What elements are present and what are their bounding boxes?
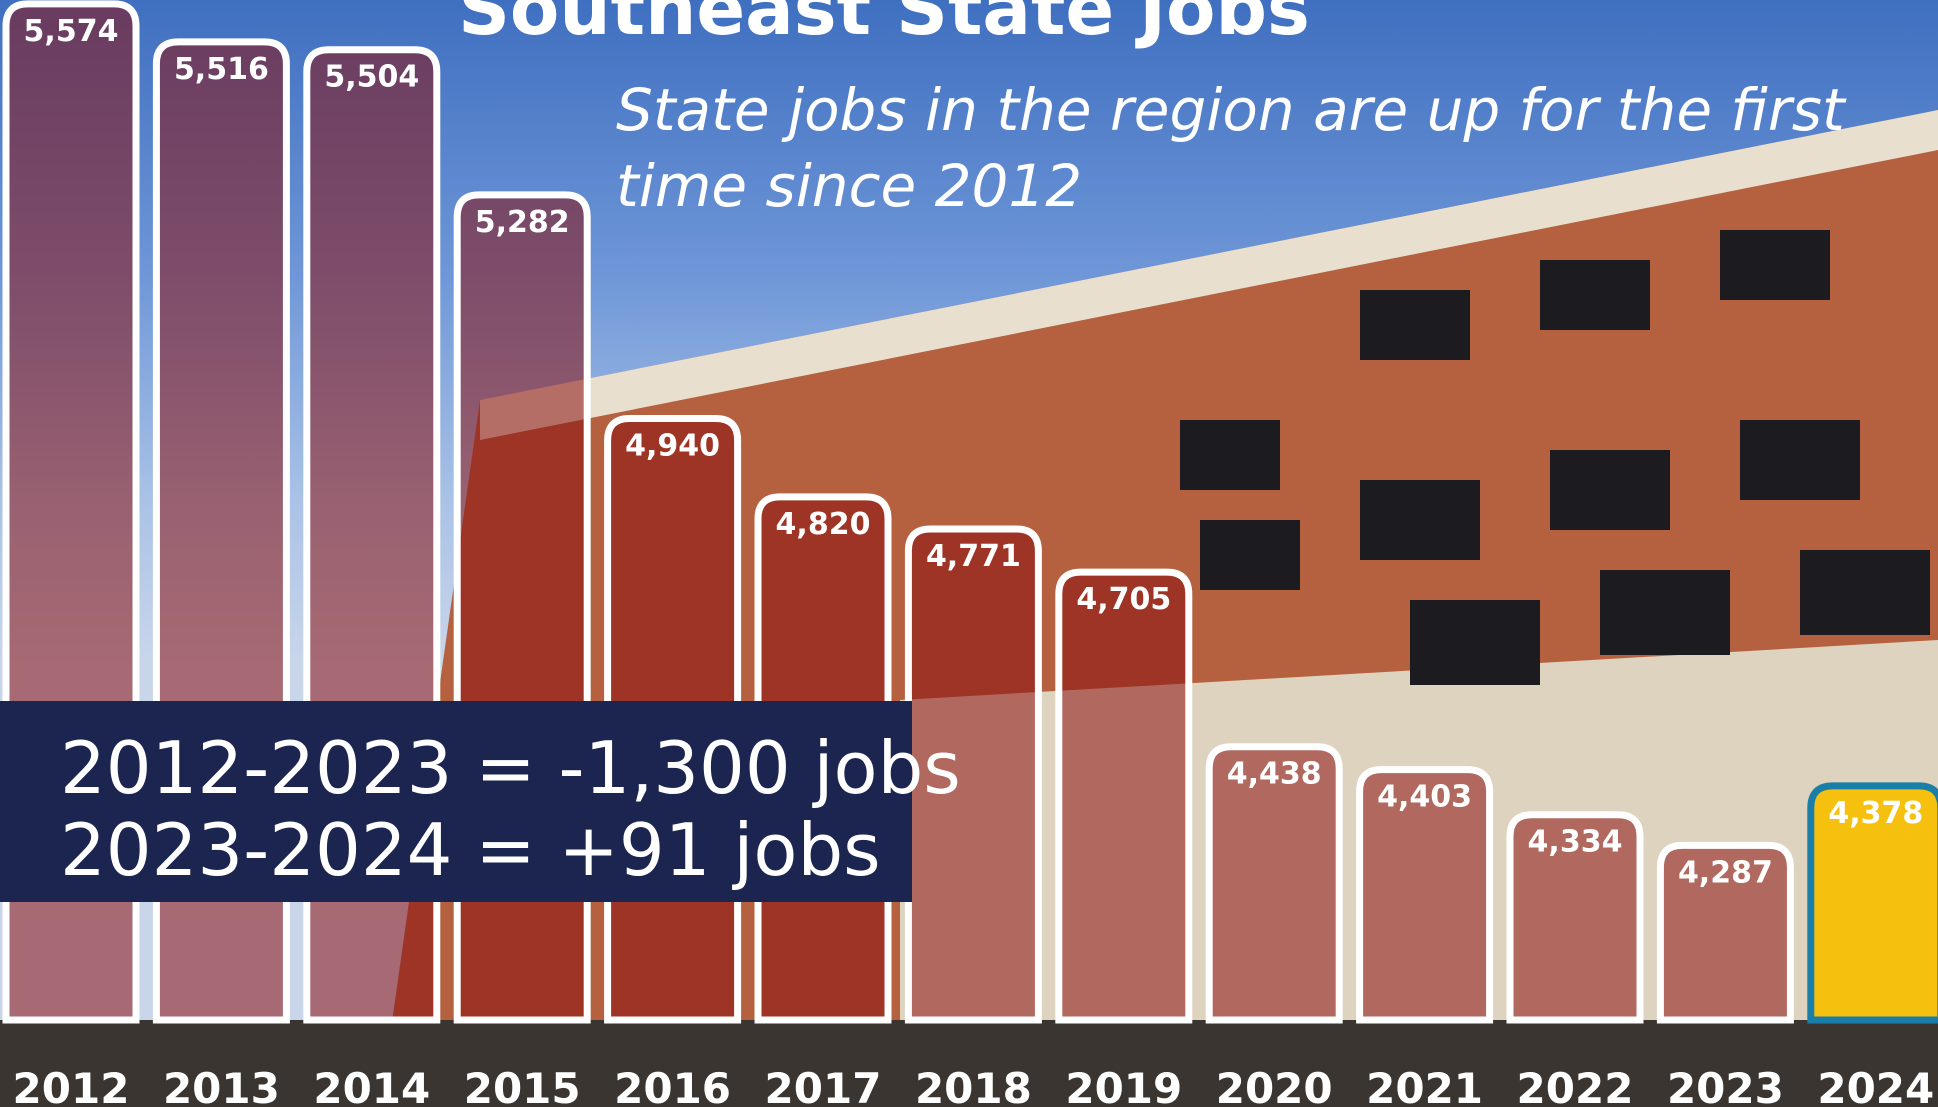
value-label: 4,940 bbox=[625, 428, 720, 463]
bar bbox=[1656, 841, 1794, 1024]
x-tick-label: 2019 bbox=[1065, 1064, 1182, 1107]
x-tick-label: 2013 bbox=[163, 1064, 280, 1107]
value-label: 4,771 bbox=[926, 539, 1021, 574]
windows bbox=[1180, 230, 1930, 685]
x-tick-label: 2012 bbox=[13, 1064, 130, 1107]
value-label: 5,504 bbox=[324, 60, 419, 95]
x-tick-label: 2021 bbox=[1366, 1064, 1483, 1107]
chart-title: Southeast State Jobs bbox=[458, 0, 1310, 51]
bar bbox=[904, 525, 1042, 1024]
bar bbox=[1807, 782, 1938, 1024]
bar bbox=[1205, 743, 1343, 1024]
value-label: 4,705 bbox=[1076, 582, 1171, 617]
bar bbox=[1506, 811, 1644, 1024]
value-label: 4,820 bbox=[776, 507, 871, 542]
street bbox=[0, 1020, 1938, 1107]
value-label: 4,378 bbox=[1828, 796, 1923, 831]
x-tick-label: 2022 bbox=[1517, 1064, 1634, 1107]
x-tick-label: 2014 bbox=[313, 1064, 430, 1107]
x-tick-label: 2017 bbox=[765, 1064, 882, 1107]
value-label: 4,403 bbox=[1377, 780, 1472, 815]
chart-subtitle: State jobs in the region are up for the … bbox=[616, 76, 1845, 220]
value-label: 4,334 bbox=[1528, 825, 1623, 860]
x-tick-label: 2018 bbox=[915, 1064, 1032, 1107]
x-tick-label: 2016 bbox=[614, 1064, 731, 1107]
bar bbox=[1356, 766, 1494, 1024]
x-tick-label: 2023 bbox=[1667, 1064, 1784, 1107]
x-tick-label: 2020 bbox=[1216, 1064, 1333, 1107]
annotation: 2012-2023 = -1,300 jobs bbox=[60, 726, 961, 810]
value-label: 4,438 bbox=[1227, 757, 1322, 792]
x-tick-label: 2015 bbox=[464, 1064, 581, 1107]
value-label: 5,516 bbox=[174, 52, 269, 87]
value-label: 5,282 bbox=[475, 205, 570, 240]
bar bbox=[1055, 568, 1193, 1024]
annotation-box: 2012-2023 = -1,300 jobs 2023-2024 = +91 … bbox=[0, 701, 961, 902]
annotation: 2023-2024 = +91 jobs bbox=[60, 808, 881, 892]
value-label: 4,287 bbox=[1678, 855, 1773, 890]
x-tick-label: 2024 bbox=[1817, 1064, 1934, 1107]
value-label: 5,574 bbox=[24, 14, 119, 49]
cornice bbox=[480, 110, 1938, 440]
